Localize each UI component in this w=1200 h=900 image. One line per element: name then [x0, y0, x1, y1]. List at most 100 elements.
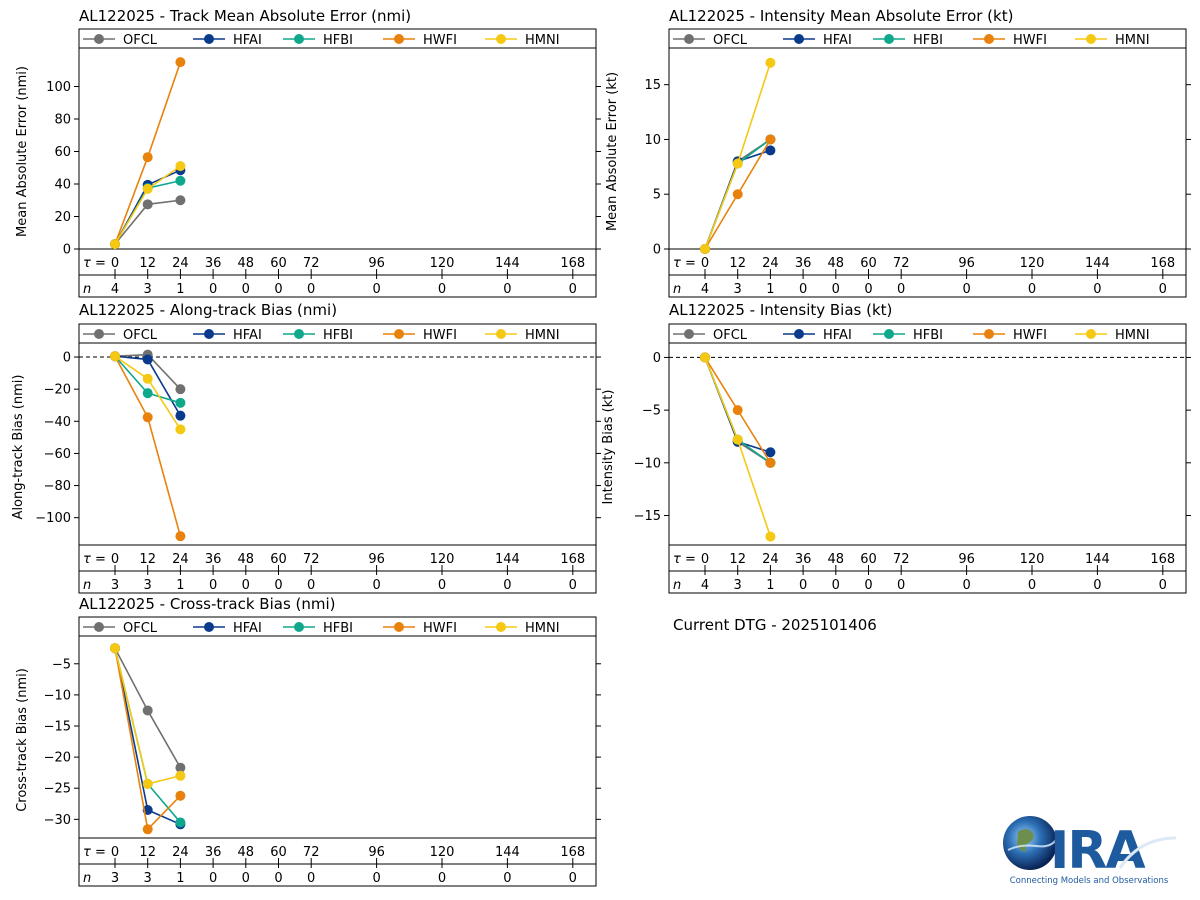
tau-tick-label: 0 [111, 845, 119, 860]
y-tick-label: 100 [46, 80, 71, 95]
legend-item-hwfi: HWFI [973, 33, 1047, 48]
data-point [142, 199, 153, 210]
legend-marker [394, 34, 404, 44]
n-label: n [673, 282, 681, 297]
n-count-label: 0 [242, 871, 250, 886]
y-tick-label: 10 [644, 133, 661, 148]
data-point [175, 410, 186, 421]
n-count-label: 0 [962, 578, 970, 593]
n-label: n [83, 578, 91, 593]
y-axis-label: Mean Absolute Error (nmi) [15, 66, 30, 237]
y-tick-label: 0 [63, 243, 71, 258]
tau-tick-label: 144 [495, 845, 520, 860]
data-point [765, 531, 776, 542]
y-tick-label: −40 [44, 415, 71, 430]
chart-title: AL122025 - Along-track Bias (nmi) [79, 301, 337, 319]
data-point [110, 351, 120, 362]
y-tick-label: 0 [63, 351, 71, 366]
n-count-label: 0 [438, 871, 446, 886]
tau-tick-label: 144 [495, 256, 520, 271]
data-point [765, 57, 776, 68]
n-label: n [673, 578, 681, 593]
tau-label: τ = [83, 552, 106, 567]
tau-tick-label: 48 [238, 552, 255, 567]
legend-marker [94, 622, 104, 632]
tau-tick-label: 168 [560, 552, 585, 567]
series-hfai [110, 351, 186, 421]
legend-label: HFAI [233, 621, 262, 636]
tau-tick-label: 60 [270, 256, 287, 271]
n-count-label: 0 [209, 578, 217, 593]
legend-label: HMNI [525, 328, 560, 343]
y-tick-label: −15 [44, 720, 71, 735]
tau-tick-label: 60 [860, 256, 877, 271]
legend-item-hfbi: HFBI [283, 621, 353, 636]
legend-marker [204, 622, 214, 632]
tau-tick-label: 96 [958, 256, 975, 271]
data-point [765, 457, 776, 468]
legend-marker [394, 622, 404, 632]
n-count-label: 0 [897, 282, 905, 297]
n-count-label: 3 [144, 282, 152, 297]
chart-ibias: AL122025 - Intensity Bias (kt) OFCL HFAI HF… [601, 301, 1191, 594]
n-count-label: 0 [799, 578, 807, 593]
n-count-label: 0 [864, 282, 872, 297]
data-point [765, 134, 776, 145]
legend-marker [884, 34, 894, 44]
chart-track: AL122025 - Track Mean Absolute Error (nm… [15, 7, 601, 298]
legend-label: HFBI [323, 33, 353, 48]
legend-label: HFBI [913, 328, 943, 343]
legend-item-hmni: HMNI [485, 621, 560, 636]
legend-item-hfbi: HFBI [873, 33, 943, 48]
legend-label: HMNI [525, 33, 560, 48]
axes-frame [668, 28, 1187, 298]
tau-tick-label: 168 [560, 256, 585, 271]
y-tick-label: −25 [44, 782, 71, 797]
legend-item-hmni: HMNI [1075, 33, 1150, 48]
n-label: n [83, 871, 91, 886]
data-point [142, 412, 153, 423]
n-count-label: 3 [144, 578, 152, 593]
legend-label: OFCL [123, 33, 158, 48]
n-count-label: 4 [701, 578, 709, 593]
y-tick-label: −60 [44, 447, 71, 462]
tau-label: τ = [83, 845, 106, 860]
tau-label: τ = [83, 256, 106, 271]
series-hfbi [110, 643, 186, 828]
n-count-label: 0 [307, 578, 315, 593]
legend-marker [984, 329, 994, 339]
legend-label: HWFI [423, 33, 457, 48]
n-count-label: 0 [832, 282, 840, 297]
tau-tick-label: 168 [1150, 552, 1175, 567]
data-point [110, 643, 120, 654]
data-point [732, 189, 743, 200]
n-count-label: 1 [766, 282, 774, 297]
n-count-label: 0 [307, 871, 315, 886]
tau-tick-label: 60 [860, 552, 877, 567]
tau-tick-label: 120 [430, 256, 455, 271]
data-point [175, 817, 186, 828]
y-axis-label: Cross-track Bias (nmi) [15, 668, 30, 812]
legend-label: HFBI [913, 33, 943, 48]
n-count-label: 0 [569, 282, 577, 297]
n-count-label: 0 [962, 282, 970, 297]
legend-label: HFBI [323, 621, 353, 636]
tau-tick-label: 144 [1085, 552, 1110, 567]
legend-item-hwfi: HWFI [383, 33, 457, 48]
n-count-label: 3 [111, 871, 119, 886]
series-hmni [700, 352, 776, 542]
tau-tick-label: 48 [238, 256, 255, 271]
tau-tick-label: 96 [368, 256, 385, 271]
n-count-label: 0 [242, 282, 250, 297]
axes-frame [668, 323, 1187, 594]
data-point [175, 175, 186, 186]
tau-tick-label: 72 [303, 552, 320, 567]
legend-marker [294, 329, 304, 339]
logo-tagline: Connecting Models and Observations [1010, 876, 1169, 886]
legend-marker [394, 329, 404, 339]
tau-tick-label: 168 [560, 845, 585, 860]
tau-tick-label: 48 [828, 552, 845, 567]
legend-item-hfai: HFAI [193, 621, 262, 636]
n-count-label: 0 [438, 578, 446, 593]
y-tick-label: 15 [644, 78, 661, 93]
